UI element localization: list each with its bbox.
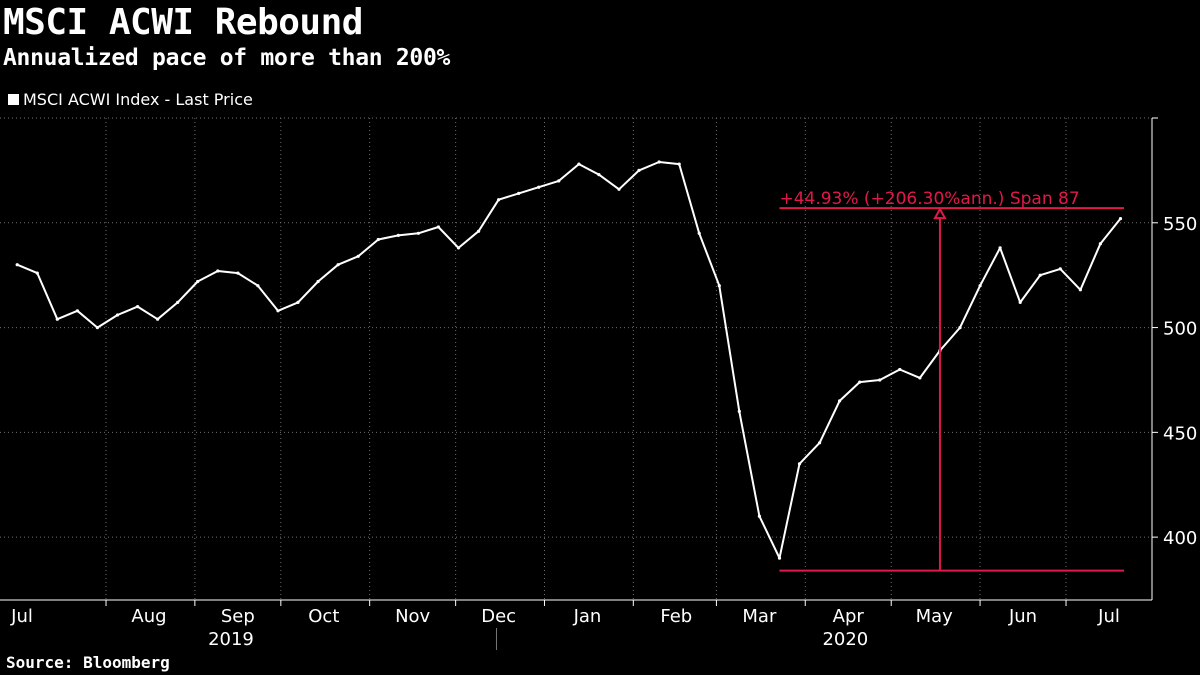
x-tick-label: Jul [10,606,33,627]
price-line [16,161,1122,560]
price-point [898,367,902,372]
x-year-label: 2019 [208,629,254,650]
price-point [436,225,440,229]
legend-label: MSCI ACWI Index - Last Price [23,90,253,109]
price-point [697,231,701,235]
source-note: Source: Bloomberg [6,653,170,672]
price-point [1098,242,1102,246]
price-point [55,317,59,321]
price-point [1118,217,1123,221]
price-point [1078,288,1082,292]
price-point [637,168,641,172]
x-tick-label: Feb [660,606,692,627]
span-annotation: +44.93% (+206.30%ann.) Span 87 [779,189,1124,572]
price-point [918,376,922,380]
span-label: +44.93% (+206.30%ann.) Span 87 [779,189,1079,209]
price-point [336,263,340,267]
price-point [196,279,200,284]
price-point [35,271,39,275]
x-tick-label: Mar [742,606,777,627]
x-year-label: 2020 [822,629,868,650]
axes: 400 450 500 550 Jul Aug Sep Oct Nov Dec Jan Feb Mar A… [0,117,1197,650]
legend: MSCI ACWI Index - Last Price [8,90,253,109]
price-point [176,300,180,304]
price-point [998,246,1002,250]
span-arrowhead [933,207,947,220]
price-point [136,305,140,309]
price-point [1058,267,1062,271]
x-tick-label: Apr [833,606,865,627]
price-point [978,284,982,288]
price-point [1038,273,1042,277]
price-point [236,271,240,275]
price-point [376,237,380,242]
y-tick-label: 450 [1163,423,1197,444]
x-tick-label: Jan [573,606,602,627]
price-point [717,284,721,288]
price-point [617,187,621,191]
y-tick-label: 400 [1163,528,1197,549]
price-series [15,160,1123,560]
x-tick-label: Jun [1008,606,1037,627]
price-point [838,399,842,403]
price-point [1018,300,1022,304]
chart-subtitle: Annualized pace of more than 200% [3,45,451,71]
x-tick-label: Jul [1097,606,1120,627]
price-point [677,162,681,166]
price-point [316,279,320,284]
y-tick-label: 550 [1163,214,1197,235]
legend-swatch [8,94,19,105]
price-point [256,284,260,288]
price-point [456,246,461,250]
price-point [356,254,360,258]
price-point [296,300,300,304]
price-point [216,269,220,273]
price-point [577,162,581,166]
price-point [797,462,802,466]
x-tick-label: Oct [308,606,339,627]
price-point [396,233,400,237]
x-tick-label: Aug [131,606,166,627]
price-point [858,380,862,384]
x-tick-label: Nov [395,606,430,627]
price-point [276,309,280,313]
price-point [597,173,601,177]
x-tick-label: Sep [221,606,255,627]
price-point [95,326,99,330]
price-point [958,326,962,330]
price-point [115,313,120,317]
price-point [75,309,79,313]
price-point [477,229,481,233]
x-tick-label: May [916,606,954,627]
price-point [416,231,420,235]
price-point [737,409,741,413]
price-point [537,185,541,189]
price-point [497,198,501,202]
price-point [757,514,762,518]
price-point [156,317,160,321]
y-tick-label: 500 [1163,319,1197,340]
chart-title: MSCI ACWI Rebound [3,2,363,43]
price-point [557,179,561,183]
price-point [15,263,19,267]
price-point [657,160,661,164]
gridlines [0,117,1152,600]
price-point [777,556,782,560]
price-point [818,441,822,445]
price-point [878,378,882,382]
price-point [517,191,521,195]
x-tick-label: Dec [481,606,516,627]
